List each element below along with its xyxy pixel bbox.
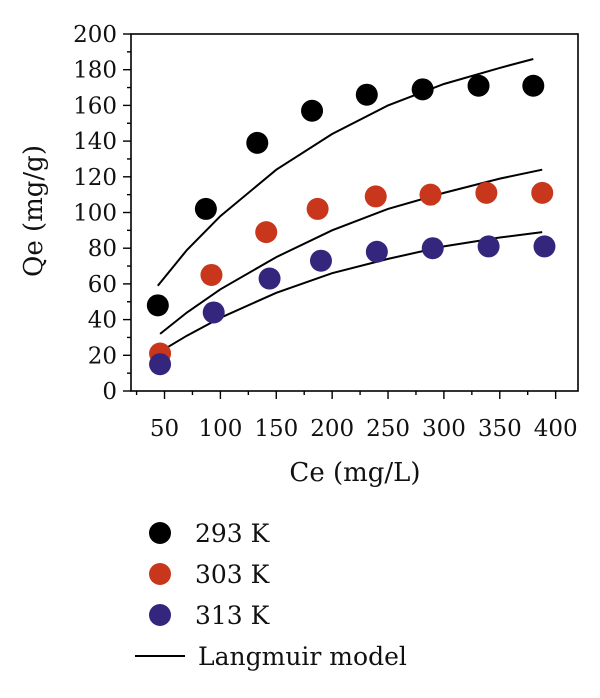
y-tick-label: 180 [73, 58, 117, 84]
x-tick-label: 400 [534, 416, 578, 442]
y-tick-label: 80 [88, 236, 117, 262]
data-point-293-k [194, 197, 217, 220]
legend-label: Langmuir model [198, 642, 407, 671]
data-point-313-k [477, 235, 500, 258]
data-point-293-k [355, 83, 378, 106]
legend-marker [149, 522, 171, 544]
y-tick-label: 0 [102, 379, 117, 405]
data-point-293-k [301, 99, 324, 122]
data-point-293-k [411, 78, 434, 101]
plot-area: 0 20 40 60 80 100 120 140 160 180 200 50 100 150 200 25… [73, 22, 579, 442]
y-tick-label: 200 [73, 22, 117, 48]
data-point-303-k [364, 185, 387, 208]
x-tick-label: 100 [198, 416, 242, 442]
x-tick-label: 150 [254, 416, 298, 442]
data-point-303-k [531, 181, 554, 204]
legend-marker [149, 563, 171, 585]
y-tick-label: 120 [73, 165, 117, 191]
x-axis-title: Ce (mg/L) [289, 458, 420, 488]
y-tick-label: 100 [73, 201, 117, 227]
y-tick-label: 20 [88, 343, 117, 369]
data-point-303-k [419, 183, 442, 206]
legend: 293 K 303 K 313 K Langmuir model [135, 519, 407, 671]
x-tick-label: 300 [422, 416, 466, 442]
data-point-303-k [475, 181, 498, 204]
x-tick-label: 50 [150, 416, 179, 442]
data-point-313-k [309, 249, 332, 272]
data-point-313-k [149, 353, 172, 376]
data-point-293-k [246, 131, 269, 154]
y-tick-label: 60 [88, 272, 117, 298]
y-tick-label: 140 [73, 129, 117, 155]
y-tick-label: 40 [88, 308, 117, 334]
legend-label: 293 K [195, 519, 271, 548]
data-point-313-k [258, 267, 281, 290]
data-point-313-k [533, 235, 556, 258]
langmuir-fit-line [157, 58, 534, 287]
legend-label: 313 K [195, 601, 271, 630]
data-point-313-k [365, 240, 388, 263]
y-axis-title: Qe (mg/g) [19, 145, 49, 277]
x-tick-label: 200 [310, 416, 354, 442]
data-point-313-k [202, 301, 225, 324]
x-tick-label: 350 [478, 416, 522, 442]
data-point-293-k [467, 74, 490, 97]
data-point-303-k [200, 263, 223, 286]
data-point-313-k [421, 237, 444, 260]
y-tick-label: 160 [73, 93, 117, 119]
data-point-303-k [255, 221, 278, 244]
x-tick-label: 250 [366, 416, 410, 442]
legend-marker [149, 604, 171, 626]
legend-label: 303 K [195, 560, 271, 589]
data-point-293-k [522, 74, 545, 97]
data-point-293-k [146, 294, 169, 317]
data-point-303-k [306, 197, 329, 220]
